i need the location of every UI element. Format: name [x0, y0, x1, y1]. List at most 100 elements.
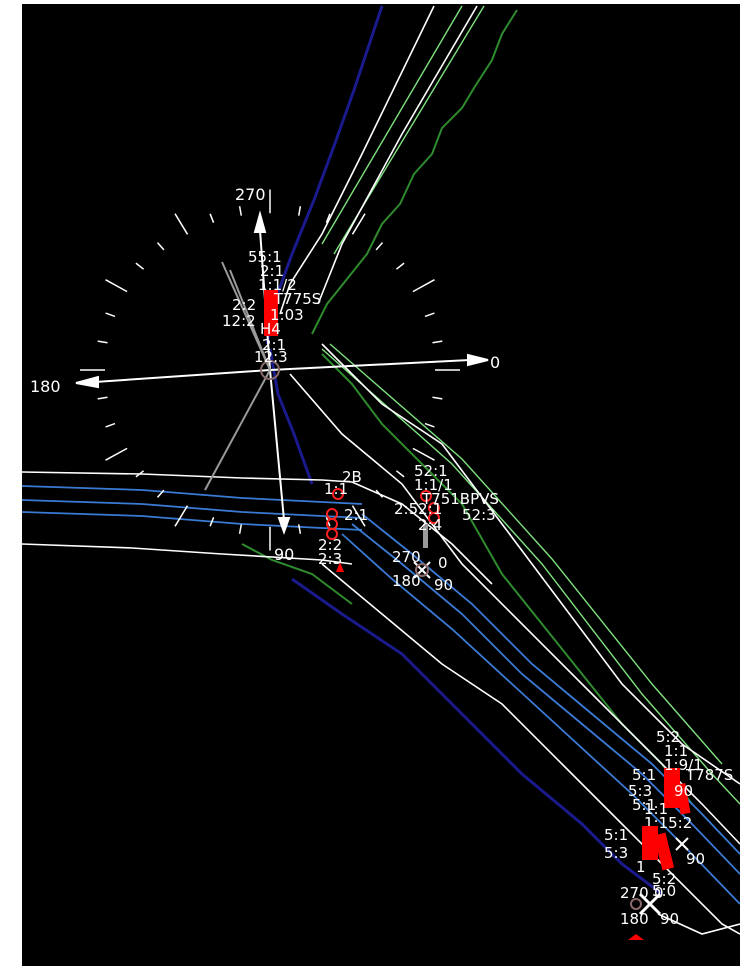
compass-tick: [432, 396, 443, 400]
compass-center: [260, 360, 280, 380]
pole-a-text-item: T775S: [273, 290, 321, 308]
compass-low-east: 0: [654, 884, 664, 902]
compass-tick: [105, 312, 116, 318]
pole-b-text-item: 1:1: [324, 480, 348, 498]
pole-a-text-item: 1:03: [270, 306, 304, 324]
compass-mid-west: 180: [392, 572, 421, 590]
pole-b-text-item: 2:2: [318, 536, 342, 554]
pole-d-text-item: 1:1: [664, 742, 688, 760]
compass-low-right-label: 90: [686, 850, 705, 868]
compass-low-west: 180: [620, 910, 649, 928]
pole-b-text-item: 2:1: [344, 506, 368, 524]
compass-main[interactable]: 270 0 180 90: [30, 185, 500, 564]
pole-b-labels: 1:12B 2:12:22:3: [318, 468, 368, 568]
pole-e-text-item: 5:2: [652, 870, 676, 888]
compass-tick: [156, 242, 165, 251]
compass-south-label: 90: [274, 545, 294, 564]
pole-d-marker: [664, 768, 680, 808]
compass-mid-east: 0: [438, 554, 448, 572]
compass-tick: [97, 396, 108, 400]
compass-tick: [351, 213, 366, 235]
compass-tick: [209, 517, 215, 527]
compass-tick: [325, 213, 331, 223]
compass-tick: [395, 470, 405, 478]
pole-c-circles: [420, 490, 440, 524]
pole-d-text-item: 1:9/1: [664, 756, 703, 774]
compass-tick: [238, 206, 243, 216]
pole-d-text-item: 5:3: [628, 782, 652, 800]
compass-tick: [174, 213, 189, 235]
compass-west-label: 180: [30, 377, 61, 396]
pole-c-text-item: 1:1/1: [414, 476, 453, 494]
pole-a-text-item: H4: [260, 320, 281, 338]
compass-tick: [209, 213, 215, 223]
pole-a-text-item: 55:1: [248, 248, 282, 266]
pole-c-post: [423, 524, 428, 548]
compass-east-label: 0: [490, 353, 500, 372]
pole-e-text-item: 5:3: [604, 844, 628, 862]
pole-a-text-item: 2:2: [232, 296, 256, 314]
compass-mid-north: 270: [392, 548, 421, 566]
pole-a-text-item: 1:1/2: [258, 276, 297, 294]
compass-low[interactable]: 270 180 90 0: [620, 884, 679, 928]
compass-tick: [424, 422, 435, 428]
pole-d-text-item: 5:2: [656, 728, 680, 746]
compass-low-north: 270: [620, 884, 649, 902]
pole-e-text-item: 5:1: [604, 826, 628, 844]
pole-b-text-item: 2B: [342, 468, 362, 486]
compass-gray-rays: [204, 261, 271, 491]
compass-tick: [375, 242, 384, 251]
map-canvas[interactable]: 270 0 180 90 55:12:11:1/2T775S2:21:0312:…: [22, 4, 740, 966]
pole-d-text-item: 5:1: [632, 766, 656, 784]
compass-tick: [135, 262, 145, 270]
compass-tick: [105, 279, 128, 293]
pole-d-text-item: T787S: [685, 766, 733, 784]
compass-tick: [135, 470, 145, 478]
compass-tick: [97, 340, 108, 344]
pole-a-text-item: 2:1: [260, 262, 284, 280]
compass-mid-south: 90: [434, 576, 453, 594]
pole-c-text-item: 52:1: [414, 462, 448, 480]
compass-low-south: 90: [660, 910, 679, 928]
compass-low-right[interactable]: 90: [675, 837, 705, 868]
compass-north-label: 270: [235, 185, 266, 204]
compass-mid[interactable]: 270 0 180 90: [392, 548, 453, 594]
compass-tick: [424, 312, 435, 318]
pole-a-text-item: 12:3: [254, 348, 288, 366]
pole-a-marker: [264, 290, 278, 336]
compass-tick: [395, 262, 405, 270]
compass-tick: [156, 489, 165, 498]
pole-c-text-item: 2:4: [418, 516, 442, 534]
compass-tick: [412, 279, 435, 293]
pole-c-text-item: T751BPVS: [421, 490, 499, 508]
green-vegetation-trace: [241, 9, 693, 805]
compass-tick: [375, 489, 384, 498]
pole-b[interactable]: 1:12B 2:12:22:3: [318, 468, 368, 572]
pole-b-circles: [326, 488, 344, 572]
pole-marker-triangle: [628, 934, 644, 940]
compass-tick: [105, 447, 128, 461]
compass-tick: [174, 505, 189, 527]
compass-tick: [351, 505, 366, 527]
pole-a-text-item: 12:2: [222, 312, 256, 330]
compass-tick-ring: [80, 189, 460, 551]
compass-tick: [297, 524, 302, 534]
pole-c-text-item: 52:3: [462, 506, 496, 524]
pole-e-text-item: 1: [636, 858, 646, 876]
blue-point-cloud: [265, 5, 663, 896]
pole-d-text-item: 1:1: [644, 800, 668, 818]
compass-tick: [297, 206, 302, 216]
pole-e-marker: [642, 826, 658, 860]
compass-tick: [238, 524, 243, 534]
pole-a-text-item: 2:1: [262, 336, 286, 354]
pole-c-text-item: 2:52:1: [394, 500, 442, 518]
compass-tick: [105, 422, 116, 428]
map-viewport[interactable]: 270 0 180 90 55:1 2:1 1:1/2 T775S 2:2 1:03 12:…: [22, 4, 740, 966]
compass-tick: [432, 340, 443, 344]
